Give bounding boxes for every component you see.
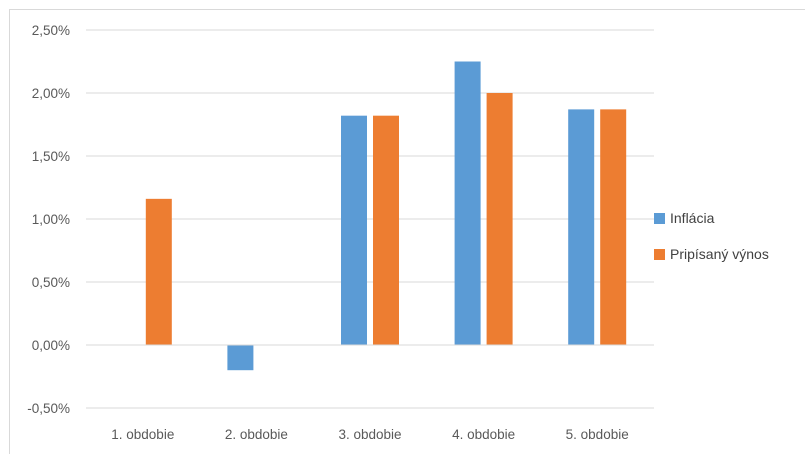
y-tick-label: 2,50% (32, 23, 70, 38)
y-tick-label: 0,00% (32, 338, 70, 353)
bar-inflacia-2 (227, 345, 254, 371)
y-tick-label: 2,00% (32, 86, 70, 101)
y-tick-label: 1,00% (32, 212, 70, 227)
x-tick-label: 1. obdobie (111, 427, 174, 442)
chart-frame (9, 9, 805, 454)
bar-pripisany-vynos-3 (373, 115, 399, 346)
bar-pripisany-vynos-4 (486, 93, 513, 345)
legend-label: Pripísaný výnos (670, 246, 769, 262)
y-tick-label: -0,50% (27, 401, 70, 416)
x-tick-label: 3. obdobie (338, 427, 401, 442)
bars (145, 61, 627, 371)
bar-inflacia-4 (454, 61, 481, 345)
legend-swatch (654, 249, 665, 260)
bar-pripisany-vynos-1 (145, 198, 172, 345)
x-tick-label: 5. obdobie (566, 427, 629, 442)
bar-inflacia-5 (568, 109, 595, 345)
y-tick-label: 1,50% (32, 149, 70, 164)
bar-inflacia-3 (341, 115, 367, 346)
legend-swatch (654, 213, 665, 224)
x-axis-tick-labels: 1. obdobie 2. obdobie 3. obdobie 4. obdobie… (111, 427, 628, 442)
y-tick-label: 0,50% (32, 275, 70, 290)
legend: Inflácia Pripísaný výnos (654, 210, 769, 262)
y-axis-tick-labels: 2,50% 2,00% 1,50% 1,00% 0,50% 0,00% -0,50% (27, 23, 70, 416)
bar-pripisany-vynos-5 (600, 109, 627, 345)
x-tick-label: 2. obdobie (225, 427, 288, 442)
x-tick-label: 4. obdobie (452, 427, 515, 442)
legend-label: Inflácia (670, 210, 715, 226)
